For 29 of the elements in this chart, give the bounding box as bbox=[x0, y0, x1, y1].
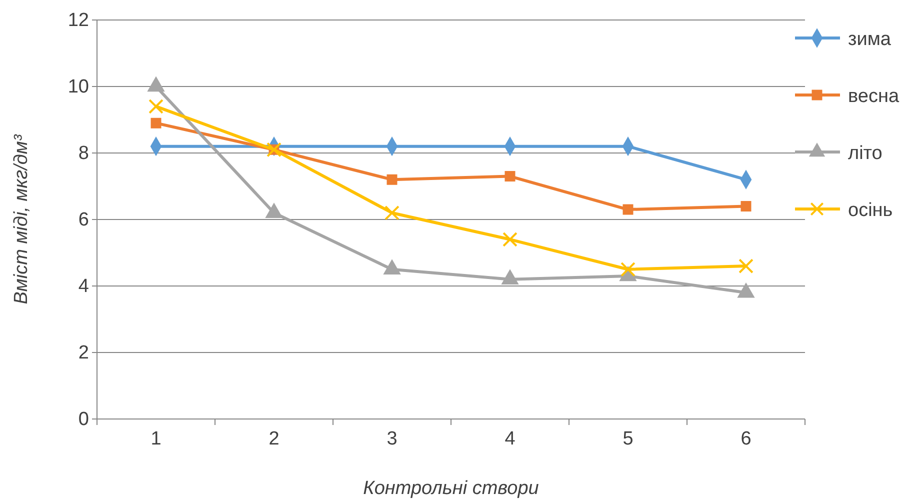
point bbox=[150, 118, 162, 128]
y-tick-label: 12 bbox=[68, 10, 89, 32]
x-axis-title: Контрольні створи bbox=[363, 478, 540, 499]
point bbox=[502, 232, 518, 247]
y-axis-title: Вміст міді, мкг/дм³ bbox=[11, 134, 32, 304]
y-tick-label: 8 bbox=[78, 143, 89, 164]
y-tick-label: 6 bbox=[78, 210, 89, 231]
x-tick-label: 2 bbox=[268, 428, 280, 450]
legend-label: літо bbox=[848, 143, 882, 164]
y-tick-label: 10 bbox=[68, 76, 89, 98]
point bbox=[386, 174, 398, 185]
x-tick-label: 4 bbox=[504, 428, 516, 450]
point bbox=[740, 200, 752, 212]
legend-label: весна bbox=[848, 86, 900, 107]
y-tick-label: 2 bbox=[78, 342, 89, 364]
point bbox=[504, 171, 516, 182]
x-tick-label: 1 bbox=[150, 428, 162, 450]
point bbox=[620, 262, 636, 277]
y-tick-label: 0 bbox=[78, 409, 89, 430]
point bbox=[738, 258, 754, 274]
point bbox=[384, 205, 400, 220]
y-tick-label: 4 bbox=[78, 276, 90, 298]
legend-label: осінь bbox=[848, 200, 893, 221]
x-tick-label: 3 bbox=[386, 428, 398, 450]
legend-label: зима bbox=[848, 29, 892, 50]
point bbox=[622, 204, 634, 215]
x-tick-label: 5 bbox=[622, 428, 634, 450]
x-tick-label: 6 bbox=[740, 428, 752, 450]
point bbox=[148, 99, 164, 114]
